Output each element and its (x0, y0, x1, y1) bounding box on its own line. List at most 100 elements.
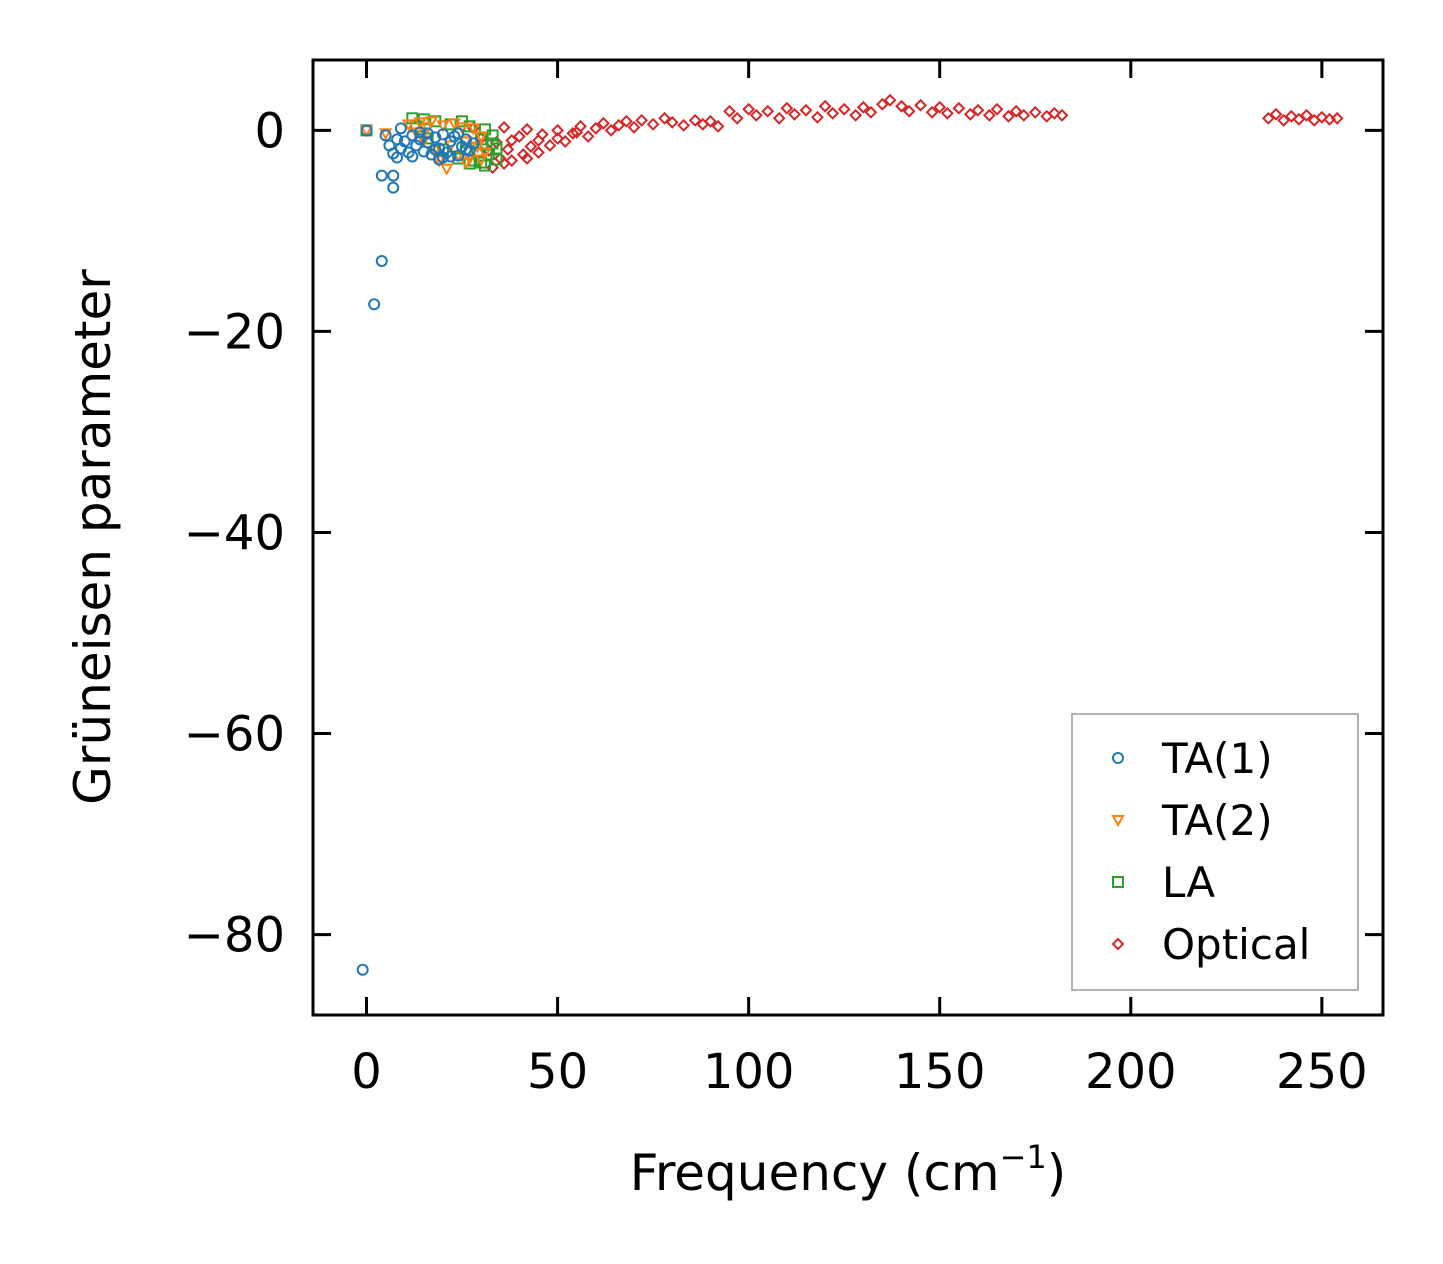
data-point (1292, 112, 1306, 126)
data-point (470, 141, 485, 154)
data-point (990, 102, 1004, 116)
data-point (543, 139, 557, 152)
data-point (378, 128, 393, 141)
data-point (1315, 110, 1329, 124)
data-point (497, 120, 511, 134)
data-point (604, 123, 618, 137)
data-point (1017, 108, 1031, 122)
ticks-layer: 0 50 100 150 200 250 0 −20 −40 −60 −80 (184, 60, 1383, 1100)
series-TA(1) (356, 122, 480, 976)
data-point (619, 114, 633, 128)
data-point (490, 153, 503, 166)
data-point (711, 119, 725, 133)
data-point (410, 139, 423, 152)
data-point (925, 105, 939, 119)
data-point (490, 142, 503, 155)
data-point (902, 104, 916, 118)
data-point (1284, 109, 1298, 123)
data-point (436, 128, 449, 141)
y-tick-label: −60 (184, 707, 285, 763)
data-point (883, 93, 897, 107)
data-point (456, 115, 469, 128)
data-point (635, 113, 649, 127)
data-point (414, 126, 426, 139)
data-point (1330, 111, 1344, 125)
data-point (520, 152, 534, 165)
x-tick-label: 50 (527, 1044, 588, 1100)
data-point (826, 106, 840, 120)
data-point (1269, 107, 1283, 121)
data-point (429, 143, 442, 156)
data-point (895, 99, 908, 113)
data-point (452, 127, 465, 140)
data-point (524, 140, 538, 153)
data-point (356, 963, 369, 976)
data-point (360, 124, 373, 137)
data-point (1300, 108, 1313, 122)
data-point (742, 102, 756, 116)
data-point (375, 255, 388, 268)
x-axis-label: Frequency (cm−1) (630, 1138, 1067, 1202)
data-point (971, 103, 985, 117)
data-point (532, 146, 545, 159)
data-point (723, 104, 736, 118)
data-point (478, 159, 491, 172)
data-point (849, 108, 863, 122)
data-point (566, 126, 580, 140)
data-point (551, 131, 564, 145)
data-point (387, 169, 400, 182)
data-point (665, 115, 679, 129)
data-point (368, 298, 381, 311)
data-point (432, 155, 446, 168)
data-point (440, 163, 454, 176)
data-point (952, 101, 966, 115)
data-point (704, 114, 717, 128)
legend: TA(1) TA(2) LA Optical (1071, 713, 1359, 991)
data-point (963, 107, 977, 121)
data-point (875, 97, 889, 111)
data-point (818, 99, 832, 113)
data-point (478, 147, 492, 160)
data-point (1277, 113, 1291, 127)
data-point (799, 103, 813, 117)
data-point (788, 107, 801, 121)
data-point (512, 129, 526, 143)
data-point (467, 137, 480, 150)
data-point (772, 111, 786, 125)
data-point (597, 116, 610, 130)
data-point (444, 150, 457, 163)
legend-label: Optical (1162, 920, 1310, 969)
data-point (749, 108, 763, 122)
legend-marker (1111, 815, 1125, 828)
legend-label: LA (1162, 858, 1215, 907)
data-point (474, 131, 488, 144)
data-point (612, 118, 626, 132)
data-point (730, 111, 744, 125)
data-point (933, 100, 947, 114)
data-point (581, 129, 595, 143)
data-point (914, 98, 928, 112)
data-point (856, 100, 870, 114)
data-point (811, 110, 824, 124)
data-point (421, 127, 434, 140)
legend-label: TA(2) (1161, 796, 1273, 845)
data-point (406, 150, 419, 163)
data-point (837, 102, 851, 116)
data-point (982, 108, 996, 122)
y-axis-label: Grüneisen parameter (64, 269, 122, 805)
data-point (459, 157, 473, 170)
data-point (532, 134, 545, 147)
data-point (864, 105, 878, 119)
data-point (780, 101, 794, 115)
data-point (420, 122, 435, 135)
data-point (375, 169, 388, 182)
data-point (466, 123, 481, 136)
data-point (1047, 106, 1061, 120)
legend-frame (1071, 713, 1359, 991)
data-point (424, 116, 439, 129)
legend-marker (1112, 876, 1124, 888)
data-point (646, 117, 660, 131)
data-point (1009, 104, 1023, 118)
data-point (486, 129, 499, 142)
